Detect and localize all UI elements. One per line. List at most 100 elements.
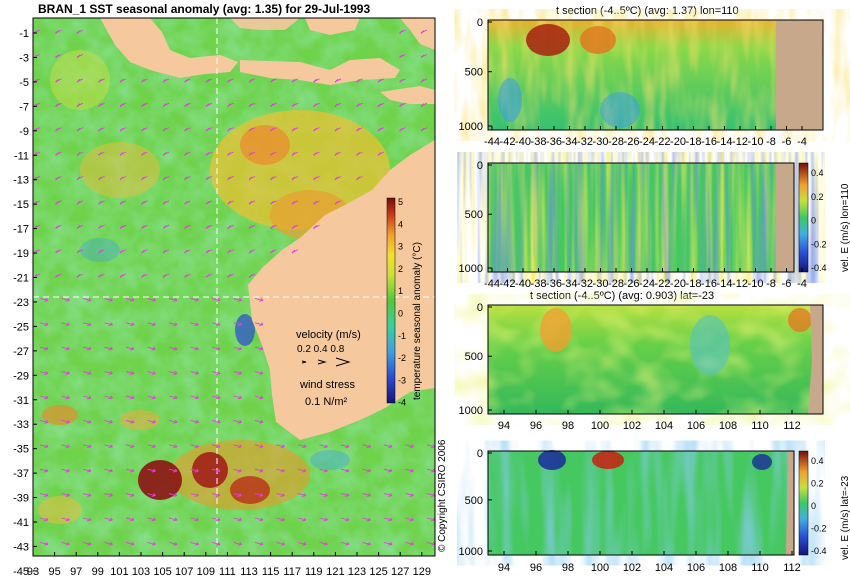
wind-arrow — [98, 127, 105, 132]
wind-arrow — [61, 444, 70, 449]
lon-tick-label: 107 — [175, 566, 193, 578]
lon-tick-label: 97 — [70, 566, 82, 578]
lon-tick-label: 95 — [48, 566, 60, 578]
wind-arrow — [147, 541, 156, 546]
lat-tick-label: -37 — [13, 468, 29, 480]
wind-arrow — [383, 468, 393, 473]
wind-arrow — [168, 297, 178, 302]
section-x-tick-label: -40 — [515, 136, 531, 148]
wind-arrow — [405, 541, 414, 546]
wind-arrow — [82, 297, 92, 302]
wind-arrow — [420, 102, 428, 108]
panel3-y-ticks: 0 500 1000 — [459, 302, 492, 417]
vel-colorbar-tick-label: -0.2 — [811, 524, 827, 534]
map-colorbar — [386, 197, 396, 404]
wind-arrow — [377, 151, 385, 156]
wind-arrow — [61, 493, 70, 497]
wind-arrow — [383, 444, 393, 449]
panel1-title: t section (-4..5ºC) (avg: 1.37) lon=110 — [556, 5, 739, 17]
wind-arrow — [313, 200, 320, 205]
wind-arrow — [205, 127, 213, 132]
wind-arrow — [297, 493, 307, 497]
wind-arrow — [334, 175, 342, 181]
wind-arrow — [104, 297, 113, 302]
section-x-tick-label: -24 — [639, 278, 655, 290]
wind-arrow — [248, 151, 256, 156]
colorbar-tick-label: -2 — [398, 353, 406, 363]
wind-arrow — [119, 249, 127, 254]
lon-tick-label: 103 — [132, 566, 150, 578]
wind-arrow — [168, 371, 178, 375]
wind-arrow — [168, 468, 178, 473]
wind-arrow — [104, 468, 113, 473]
wind-arrow — [147, 493, 156, 497]
wind-arrow — [356, 151, 363, 156]
wind-arrow — [270, 200, 277, 205]
wind-arrow — [227, 175, 234, 181]
wind-arrow — [119, 127, 127, 132]
wind-arrow — [211, 541, 221, 546]
wind-arrow — [254, 346, 264, 351]
wind-arrow — [141, 78, 148, 83]
section-x-tick-label: 106 — [687, 420, 705, 432]
wind-arrow — [104, 346, 113, 351]
vel-colorbar-tick-label: 0.2 — [811, 192, 824, 202]
wind-arrow — [98, 249, 105, 254]
wind-arrow — [405, 444, 414, 449]
wind-arrow — [270, 224, 277, 230]
wind-arrow — [377, 102, 385, 108]
lon-tick-label: 129 — [413, 566, 431, 578]
wind-arrow — [291, 102, 299, 108]
wind-arrow — [104, 493, 113, 497]
wind-arrow — [313, 127, 320, 132]
indonesia-land — [100, 18, 238, 78]
lat-tick-label: -31 — [13, 395, 29, 407]
wind-arrow — [55, 249, 62, 254]
wind-arrow — [168, 322, 178, 327]
wind-arrow — [119, 151, 127, 156]
wind-arrow — [248, 273, 256, 278]
wind-arrow — [76, 175, 84, 181]
wind-arrow — [211, 468, 221, 473]
lat-tick-labels: -1 -3 -5 -7 -9 -11 -13 -15 -17 -19 -21 -23 -25 -27 -29… — [13, 28, 37, 578]
wind-arrow — [190, 346, 199, 351]
wind-arrow — [141, 127, 148, 132]
wind-arrow — [119, 175, 127, 181]
vel-colorbar-tick-label: 0.4 — [811, 168, 824, 178]
wind-arrow — [184, 200, 191, 205]
wind-arrow — [270, 175, 277, 181]
lon-tick-label: 101 — [110, 566, 128, 578]
wind-arrow — [227, 127, 234, 132]
wind-arrow — [39, 444, 49, 449]
section-x-tick-label: -38 — [531, 136, 547, 148]
wind-arrow — [227, 273, 234, 278]
wind-arrow — [141, 175, 148, 181]
wind-arrow — [233, 395, 242, 400]
section-x-tick-label: -8 — [766, 136, 776, 148]
wind-arrow — [82, 419, 92, 424]
wind-arrow — [162, 273, 170, 278]
wind-arrow — [190, 493, 199, 497]
section-x-tick-label: -44 — [484, 278, 500, 290]
wind-arrow — [119, 102, 127, 108]
lat-tick-label: -43 — [13, 541, 29, 553]
wind-arrow — [162, 249, 170, 254]
wind-arrow — [313, 224, 320, 230]
wind-arrow — [76, 78, 84, 83]
wind-arrow — [362, 493, 371, 497]
lat-tick-label: -7 — [19, 101, 29, 113]
wind-arrow — [297, 517, 307, 522]
wind-arrow — [119, 224, 127, 230]
wind-arrow — [39, 322, 49, 327]
wind-arrow — [162, 127, 170, 132]
wind-arrow — [125, 395, 135, 400]
section-x-tick-label: -38 — [531, 278, 547, 290]
wind-arrow — [61, 371, 70, 375]
colorbar-tick-label: 4 — [398, 219, 403, 229]
wind-arrow — [405, 517, 414, 522]
vel-colorbar-tick-label: -0.4 — [811, 263, 827, 273]
depth-tick-label: 0 — [477, 17, 483, 29]
wind-arrow — [125, 493, 135, 497]
wind-arrow — [211, 297, 221, 302]
section-x-tick-label: 102 — [623, 420, 641, 432]
